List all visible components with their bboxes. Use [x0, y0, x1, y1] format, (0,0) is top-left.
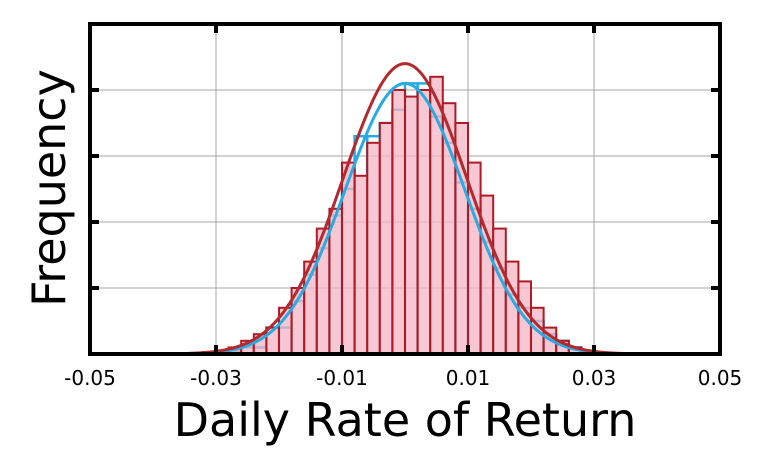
- curves-layer: [158, 62, 652, 356]
- bars-layer: [202, 75, 596, 356]
- hist-bar-red: [391, 89, 406, 355]
- x-tick-label: -0.01: [316, 366, 368, 390]
- hist-bar-red: [416, 89, 432, 355]
- x-tick-label: 0.05: [698, 366, 743, 390]
- x-tick-label: -0.05: [64, 366, 116, 390]
- hist-bar-red: [353, 174, 369, 355]
- x-tick-label: -0.03: [190, 366, 242, 390]
- hist-bar-red: [404, 95, 419, 355]
- x-tick-label: 0.01: [446, 366, 491, 390]
- hist-bar-red: [366, 141, 381, 355]
- hist-bar-red: [378, 122, 394, 355]
- hist-bar-red: [454, 122, 469, 355]
- hist-bar-red: [492, 227, 507, 356]
- ticklabel-layer: -0.05 -0.03 -0.01 0.01 0.03 0.05: [64, 366, 742, 390]
- fit-curve-red: [158, 62, 652, 356]
- y-axis-title: Frequency: [22, 69, 76, 307]
- fit-curve-blue: [165, 81, 645, 356]
- frame-layer: [88, 22, 722, 356]
- x-tick-label: 0.03: [572, 366, 617, 390]
- x-axis-title: Daily Rate of Return: [174, 393, 637, 447]
- plot-frame: [88, 22, 722, 356]
